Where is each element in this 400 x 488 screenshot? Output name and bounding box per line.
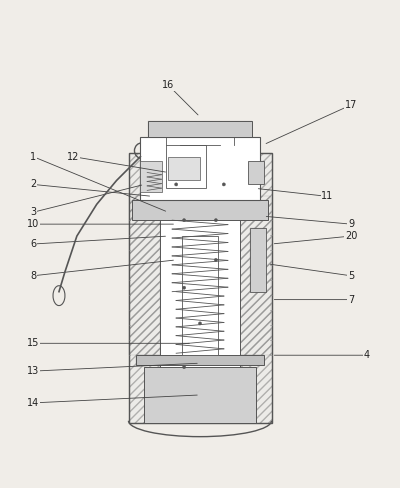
Text: 6: 6 (30, 239, 36, 249)
Bar (136, 355, 264, 365)
Bar (250, 228, 266, 292)
Bar (250, 228, 266, 292)
Bar (240, 196, 272, 355)
Bar (140, 137, 260, 200)
Circle shape (214, 258, 218, 262)
Circle shape (149, 167, 156, 174)
Text: 20: 20 (345, 231, 357, 241)
Text: 10: 10 (27, 219, 39, 229)
Circle shape (182, 286, 186, 289)
Bar (182, 236, 218, 355)
Circle shape (222, 183, 226, 186)
Bar (128, 153, 272, 423)
Text: 7: 7 (348, 295, 354, 305)
Circle shape (198, 322, 202, 325)
Bar (128, 196, 160, 355)
Text: 9: 9 (348, 219, 354, 229)
Bar (140, 161, 162, 192)
Text: 14: 14 (27, 398, 39, 408)
Bar (168, 157, 200, 181)
Circle shape (214, 219, 218, 222)
Text: 12: 12 (67, 152, 79, 162)
Text: 1: 1 (30, 152, 36, 162)
Bar (140, 161, 162, 192)
Circle shape (182, 219, 186, 222)
Bar (136, 355, 264, 365)
Bar (148, 121, 252, 137)
Bar (144, 367, 256, 423)
Text: 15: 15 (27, 338, 39, 348)
Text: 8: 8 (30, 271, 36, 281)
Text: 16: 16 (162, 80, 174, 90)
Bar (248, 161, 264, 184)
Bar (132, 200, 268, 220)
Text: 3: 3 (30, 207, 36, 217)
Bar (248, 161, 264, 184)
Circle shape (182, 366, 186, 369)
Text: 13: 13 (27, 366, 39, 376)
Bar (166, 145, 206, 188)
Text: 5: 5 (348, 271, 354, 281)
Bar (144, 367, 256, 423)
Bar (128, 153, 272, 423)
Bar (148, 121, 252, 137)
Circle shape (174, 183, 178, 186)
Polygon shape (182, 355, 218, 371)
Text: 17: 17 (345, 100, 357, 110)
Bar (132, 200, 268, 220)
Bar (160, 188, 240, 395)
Text: 4: 4 (364, 350, 370, 360)
Text: 11: 11 (321, 191, 333, 202)
Text: 2: 2 (30, 180, 36, 189)
